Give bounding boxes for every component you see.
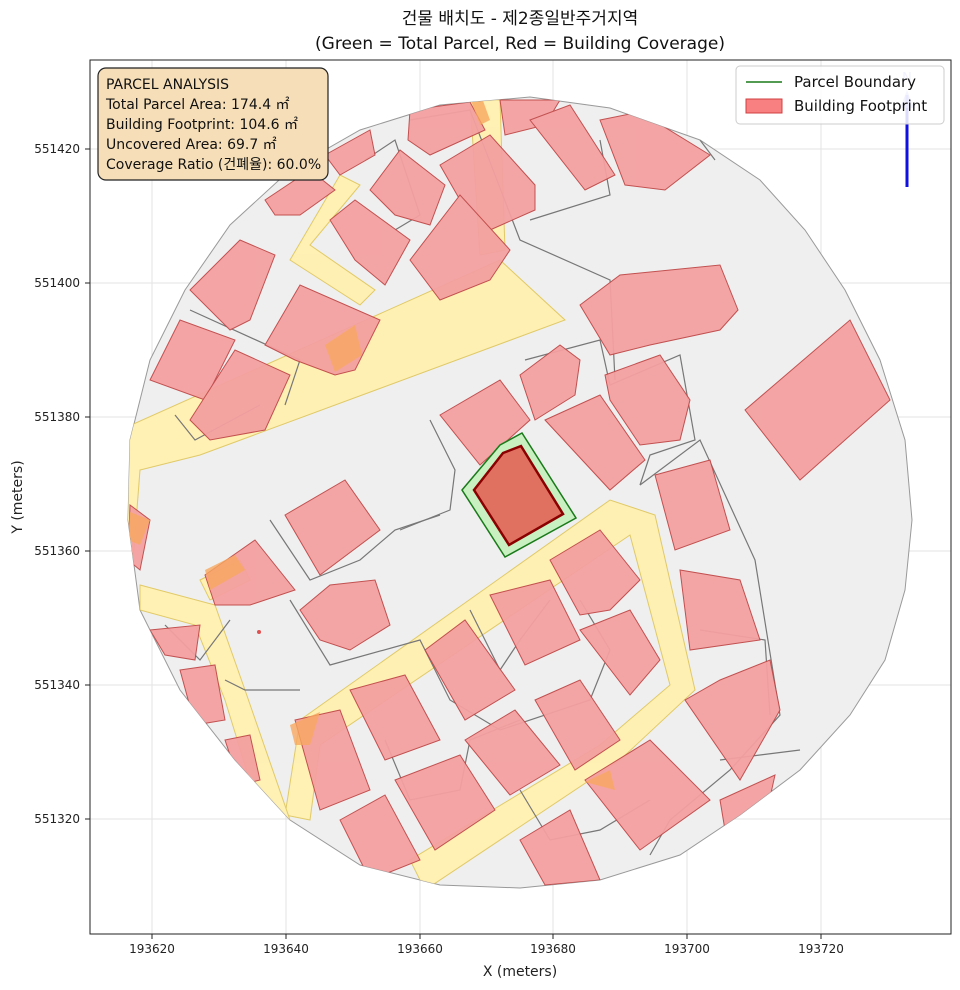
target-building-footprint[interactable]	[472, 444, 565, 547]
x-tick-label: 193660	[397, 942, 443, 956]
building	[534, 679, 621, 771]
building	[529, 104, 616, 191]
building	[579, 264, 739, 356]
axes-frame	[89, 59, 952, 935]
building	[679, 569, 761, 651]
parcel-analysis-box: PARCEL ANALYSIS Total Parcel Area: 174.4…	[97, 67, 329, 181]
building	[324, 129, 376, 176]
legend-building-swatch	[745, 98, 783, 114]
x-tick-label: 193700	[664, 942, 710, 956]
info-footprint: Building Footprint: 104.6 ㎡	[106, 117, 298, 133]
building	[369, 149, 446, 226]
y-axis-label: Y (meters)	[10, 460, 26, 534]
info-total-area: Total Parcel Area: 174.4 ㎡	[105, 97, 290, 113]
y-tick-label: 551400	[34, 276, 80, 290]
building	[189, 239, 276, 331]
building	[149, 624, 201, 661]
tick-marks	[85, 148, 822, 939]
building	[204, 539, 296, 606]
x-axis-label: X (meters)	[483, 964, 557, 980]
diagonal-road-north	[289, 174, 376, 306]
building	[299, 579, 391, 651]
building	[407, 101, 486, 156]
building	[584, 739, 711, 851]
building	[284, 479, 381, 576]
info-coverage: Coverage Ratio (건폐율): 60.0%	[106, 157, 321, 173]
x-tick-label: 193620	[129, 942, 175, 956]
building	[549, 529, 641, 616]
info-heading: PARCEL ANALYSIS	[106, 77, 229, 93]
building	[544, 394, 646, 491]
building	[604, 354, 691, 446]
building	[519, 809, 601, 886]
building	[409, 194, 511, 301]
plot-area: N	[90, 60, 951, 934]
legend: Parcel Boundary Building Footprint	[735, 65, 945, 125]
building	[744, 319, 891, 481]
info-uncovered: Uncovered Area: 69.7 ㎡	[106, 137, 277, 153]
y-tick-label: 551320	[34, 812, 80, 826]
chart-title-line1: 건물 배치도 - 제2종일반주거지역	[402, 9, 638, 29]
building	[439, 379, 531, 466]
building	[349, 674, 441, 761]
x-tick-label: 193640	[263, 942, 309, 956]
main-road	[128, 259, 566, 601]
y-tick-label: 551420	[34, 142, 80, 156]
building	[579, 609, 661, 696]
x-tick-label: 193680	[530, 942, 576, 956]
building	[394, 754, 496, 851]
overlap-areas	[128, 98, 615, 790]
building	[489, 579, 581, 666]
building	[329, 199, 411, 286]
building	[294, 709, 371, 811]
building	[189, 349, 291, 441]
building	[424, 619, 516, 721]
x-tick-label: 193720	[798, 942, 844, 956]
building	[149, 319, 236, 401]
building	[464, 709, 561, 796]
marker-dot	[257, 630, 261, 634]
building	[339, 794, 421, 881]
legend-parcel-label: Parcel Boundary	[794, 73, 916, 91]
building-footprints	[128, 99, 891, 886]
y-tick-label: 551380	[34, 410, 80, 424]
chart-title-line2: (Green = Total Parcel, Red = Building Co…	[315, 34, 725, 54]
y-tick-label: 551360	[34, 544, 80, 558]
building	[684, 659, 781, 781]
legend-building-label: Building Footprint	[794, 97, 927, 115]
y-tick-label: 551340	[34, 678, 80, 692]
building	[654, 459, 731, 551]
building	[519, 344, 581, 421]
